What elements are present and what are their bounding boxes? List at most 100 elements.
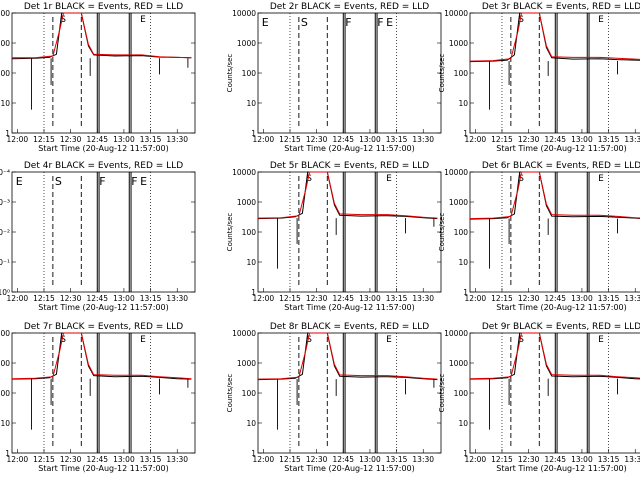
- marker-label: F: [131, 175, 137, 188]
- y-tick-label: 10⁻¹: [0, 258, 10, 267]
- marker-label: F: [99, 175, 105, 188]
- x-tick-label: 13:15: [140, 455, 162, 464]
- x-tick-label: 13:30: [624, 135, 640, 144]
- marker-label: E: [598, 335, 604, 345]
- marker-label: S: [306, 335, 312, 345]
- y-tick-label: 10⁻³: [0, 198, 10, 207]
- y-tick-label: 1: [463, 288, 468, 297]
- marker-label: E: [140, 15, 146, 25]
- x-tick-label: 12:30: [306, 294, 328, 303]
- y-tick-label: 1000: [449, 359, 468, 368]
- y-tick-label: 10⁰: [0, 288, 10, 297]
- panel-det-7: Det 7r BLACK = Events, RED = LLD 1 10 100 10…: [0, 322, 196, 473]
- x-tick-label: 13:00: [359, 455, 381, 464]
- y-tick-label: 100: [454, 228, 469, 237]
- x-tick-label: 13:15: [598, 135, 620, 144]
- x-tick-label: 13:00: [571, 294, 593, 303]
- x-tick-label: 13:00: [113, 294, 135, 303]
- y-tick-label: 10000: [232, 329, 256, 338]
- x-tick-label: 13:30: [624, 294, 640, 303]
- panel-det-3: Det 3r BLACK = Events, RED = LLD 1 10 100 10…: [438, 2, 640, 153]
- y-tick-label: 1: [251, 288, 256, 297]
- plot-frame: [11, 12, 196, 134]
- x-tick-label: 12:45: [86, 455, 108, 464]
- marker-label: E: [16, 175, 23, 188]
- y-tick-label: 10: [458, 99, 468, 108]
- panel-title: Det 7r BLACK = Events, RED = LLD: [24, 322, 183, 332]
- panel-title: Det 8r BLACK = Events, RED = LLD: [270, 322, 429, 332]
- plot-frame: [11, 332, 196, 454]
- x-tick-label: 12:45: [332, 294, 354, 303]
- y-tick-label: 1000: [237, 359, 256, 368]
- y-tick-label: 10: [0, 99, 10, 108]
- series-lld: [257, 332, 438, 380]
- y-tick-label: 100: [242, 228, 257, 237]
- y-axis-label: Counts/sec: [438, 213, 446, 252]
- y-tick-label: 10000: [0, 329, 10, 338]
- series-events: [469, 12, 640, 63]
- x-tick-label: 13:15: [598, 455, 620, 464]
- y-tick-label: 10⁻⁴: [0, 168, 10, 177]
- marker-label: F: [345, 16, 351, 29]
- marker-label: S: [60, 15, 66, 25]
- x-axis-label: Start Time (20-Aug-12 11:57:00): [38, 144, 169, 153]
- x-tick-label: 13:30: [412, 455, 434, 464]
- series-events: [257, 171, 438, 220]
- y-tick-label: 1000: [237, 39, 256, 48]
- y-tick-label: 1000: [449, 198, 468, 207]
- y-tick-label: 100: [0, 389, 10, 398]
- x-tick-label: 12:30: [60, 294, 82, 303]
- panel-title: Det 6r BLACK = Events, RED = LLD: [482, 161, 640, 171]
- panel-det-6: Det 6r BLACK = Events, RED = LLD 1 10 100 10…: [438, 161, 640, 312]
- y-tick-label: 10: [458, 258, 468, 267]
- x-tick-label: 12:30: [518, 294, 540, 303]
- x-axis-label: Start Time (20-Aug-12 11:57:00): [496, 303, 627, 312]
- x-tick-label: 12:15: [491, 294, 513, 303]
- x-tick-label: 13:15: [386, 294, 408, 303]
- series-lld: [469, 171, 640, 220]
- x-tick-label: 12:45: [86, 135, 108, 144]
- panel-title: Det 3r BLACK = Events, RED = LLD: [482, 2, 640, 12]
- x-axis-label: Start Time (20-Aug-12 11:57:00): [496, 144, 627, 153]
- x-tick-label: 12:15: [33, 455, 55, 464]
- plot-frame: [257, 332, 442, 454]
- x-tick-label: 12:00: [253, 455, 275, 464]
- y-tick-label: 1: [463, 129, 468, 138]
- series-lld: [12, 12, 192, 59]
- marker-label: E: [598, 174, 604, 184]
- x-tick-label: 13:15: [140, 294, 162, 303]
- panel-det-9: Det 9r BLACK = Events, RED = LLD 1 10 100 10…: [438, 322, 640, 473]
- panel-title: Det 5r BLACK = Events, RED = LLD: [270, 161, 429, 171]
- x-tick-label: 12:00: [7, 455, 29, 464]
- y-tick-label: 1000: [237, 198, 256, 207]
- y-tick-label: 100: [0, 69, 10, 78]
- series-lld: [257, 171, 438, 219]
- x-tick-label: 13:00: [571, 135, 593, 144]
- plot-frame: [257, 12, 442, 134]
- x-tick-label: 13:15: [386, 455, 408, 464]
- panel-title: Det 2r BLACK = Events, RED = LLD: [270, 2, 429, 12]
- marker-label: S: [518, 335, 524, 345]
- y-axis-label: Counts/sec: [438, 54, 446, 93]
- x-axis-label: Start Time (20-Aug-12 11:57:00): [38, 464, 169, 473]
- x-tick-label: 12:00: [253, 294, 275, 303]
- y-tick-label: 10000: [0, 9, 10, 18]
- x-tick-label: 13:30: [412, 135, 434, 144]
- marker-label: S: [60, 335, 66, 345]
- marker-label: E: [386, 16, 393, 29]
- plot-frame: [11, 171, 196, 293]
- y-tick-label: 1000: [0, 39, 10, 48]
- marker-label: F: [377, 16, 383, 29]
- marker-label: E: [140, 335, 146, 345]
- y-tick-label: 1: [5, 449, 10, 458]
- y-tick-label: 10: [458, 419, 468, 428]
- marker-label: S: [55, 175, 62, 188]
- series-events: [469, 332, 640, 380]
- x-tick-label: 12:00: [7, 135, 29, 144]
- x-tick-label: 13:00: [359, 135, 381, 144]
- x-tick-label: 12:15: [279, 455, 301, 464]
- marker-label: S: [301, 16, 308, 29]
- x-tick-label: 12:45: [544, 294, 566, 303]
- x-axis-label: Start Time (20-Aug-12 11:57:00): [284, 464, 415, 473]
- y-tick-label: 1: [251, 449, 256, 458]
